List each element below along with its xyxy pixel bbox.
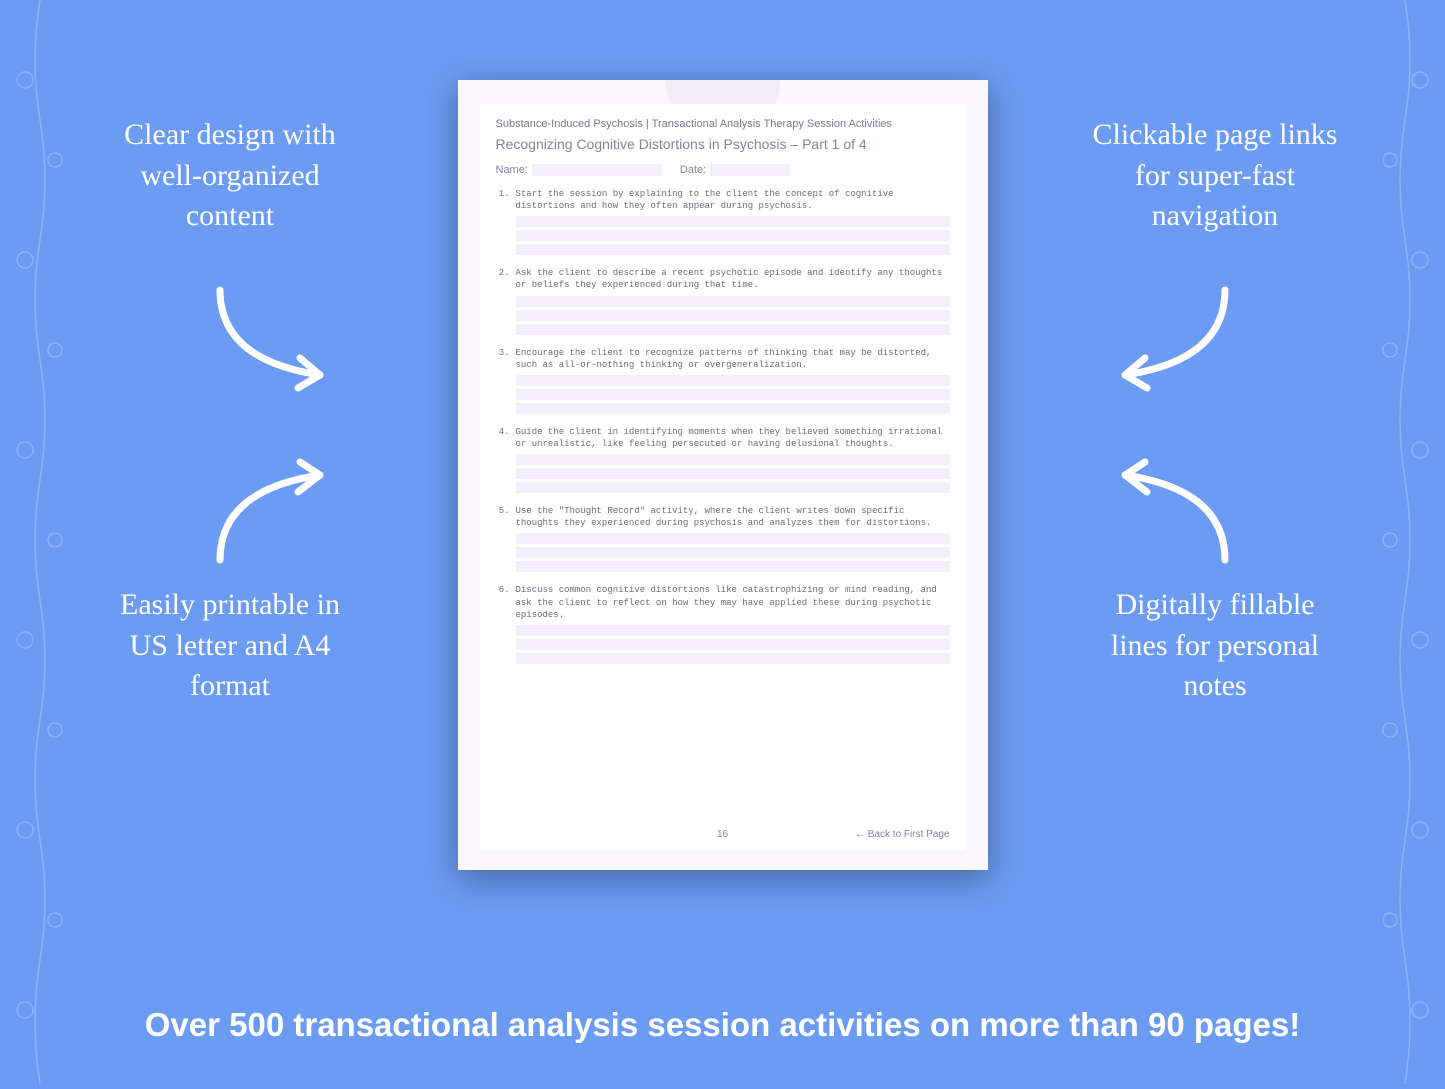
item-number: 3. (496, 347, 510, 371)
doc-header: Substance-Induced Psychosis | Transactio… (496, 118, 950, 130)
callout-bottom-left: Easily printable in US letter and A4 for… (105, 585, 355, 707)
item-text: Discuss common cognitive distortions lik… (516, 584, 950, 620)
fill-lines (516, 454, 950, 493)
fill-line[interactable] (516, 216, 950, 227)
list-item: 1.Start the session by explaining to the… (496, 188, 950, 255)
arrow-top-left-icon (200, 280, 360, 400)
fill-line[interactable] (516, 310, 950, 321)
name-field: Name: (496, 164, 662, 176)
list-item: 6.Discuss common cognitive distortions l… (496, 584, 950, 663)
callout-bottom-right: Digitally fillable lines for personal no… (1090, 585, 1340, 707)
list-item: 4.Guide the client in identifying moment… (496, 426, 950, 493)
fill-line[interactable] (516, 639, 950, 650)
item-number: 2. (496, 267, 510, 291)
name-input-line[interactable] (532, 164, 662, 176)
fill-lines (516, 375, 950, 414)
fill-line[interactable] (516, 482, 950, 493)
fill-line[interactable] (516, 389, 950, 400)
item-text: Ask the client to describe a recent psyc… (516, 267, 950, 291)
date-label: Date: (680, 164, 706, 176)
item-text: Encourage the client to recognize patter… (516, 347, 950, 371)
fill-line[interactable] (516, 653, 950, 664)
item-text: Guide the client in identifying moments … (516, 426, 950, 450)
arrow-bottom-right-icon (1085, 450, 1245, 570)
date-input-line[interactable] (710, 164, 790, 176)
doc-footer: 16 ← Back to First Page (496, 829, 950, 840)
fill-line[interactable] (516, 625, 950, 636)
doc-title: Recognizing Cognitive Distortions in Psy… (496, 136, 950, 152)
document-inner: Substance-Induced Psychosis | Transactio… (480, 104, 966, 850)
name-label: Name: (496, 164, 528, 176)
item-number: 4. (496, 426, 510, 450)
fill-lines (516, 625, 950, 664)
fill-line[interactable] (516, 230, 950, 241)
fill-line[interactable] (516, 375, 950, 386)
list-item: 2.Ask the client to describe a recent ps… (496, 267, 950, 334)
fill-line[interactable] (516, 533, 950, 544)
fill-line[interactable] (516, 244, 950, 255)
name-date-row: Name: Date: (496, 164, 950, 176)
item-text: Use the "Thought Record" activity, where… (516, 505, 950, 529)
fill-lines (516, 296, 950, 335)
fill-line[interactable] (516, 468, 950, 479)
bottom-banner: Over 500 transactional analysis session … (0, 1006, 1445, 1044)
page-number: 16 (717, 829, 728, 840)
fill-line[interactable] (516, 547, 950, 558)
fill-line[interactable] (516, 324, 950, 335)
fill-line[interactable] (516, 561, 950, 572)
arrow-bottom-left-icon (200, 450, 360, 570)
item-number: 1. (496, 188, 510, 212)
callout-top-right: Clickable page links for super-fast navi… (1090, 115, 1340, 237)
items-list: 1.Start the session by explaining to the… (496, 188, 950, 664)
document-page: Substance-Induced Psychosis | Transactio… (458, 80, 988, 870)
fill-lines (516, 216, 950, 255)
fill-line[interactable] (516, 454, 950, 465)
list-item: 5.Use the "Thought Record" activity, whe… (496, 505, 950, 572)
list-item: 3.Encourage the client to recognize patt… (496, 347, 950, 414)
item-number: 5. (496, 505, 510, 529)
floral-border-right (1365, 0, 1445, 1084)
arrow-top-right-icon (1085, 280, 1245, 400)
floral-border-left (0, 0, 80, 1084)
back-to-first-link[interactable]: ← Back to First Page (855, 829, 949, 840)
callout-top-left: Clear design with well-organized content (105, 115, 355, 237)
item-text: Start the session by explaining to the c… (516, 188, 950, 212)
item-number: 6. (496, 584, 510, 620)
fill-lines (516, 533, 950, 572)
fill-line[interactable] (516, 296, 950, 307)
fill-line[interactable] (516, 403, 950, 414)
date-field: Date: (680, 164, 790, 176)
